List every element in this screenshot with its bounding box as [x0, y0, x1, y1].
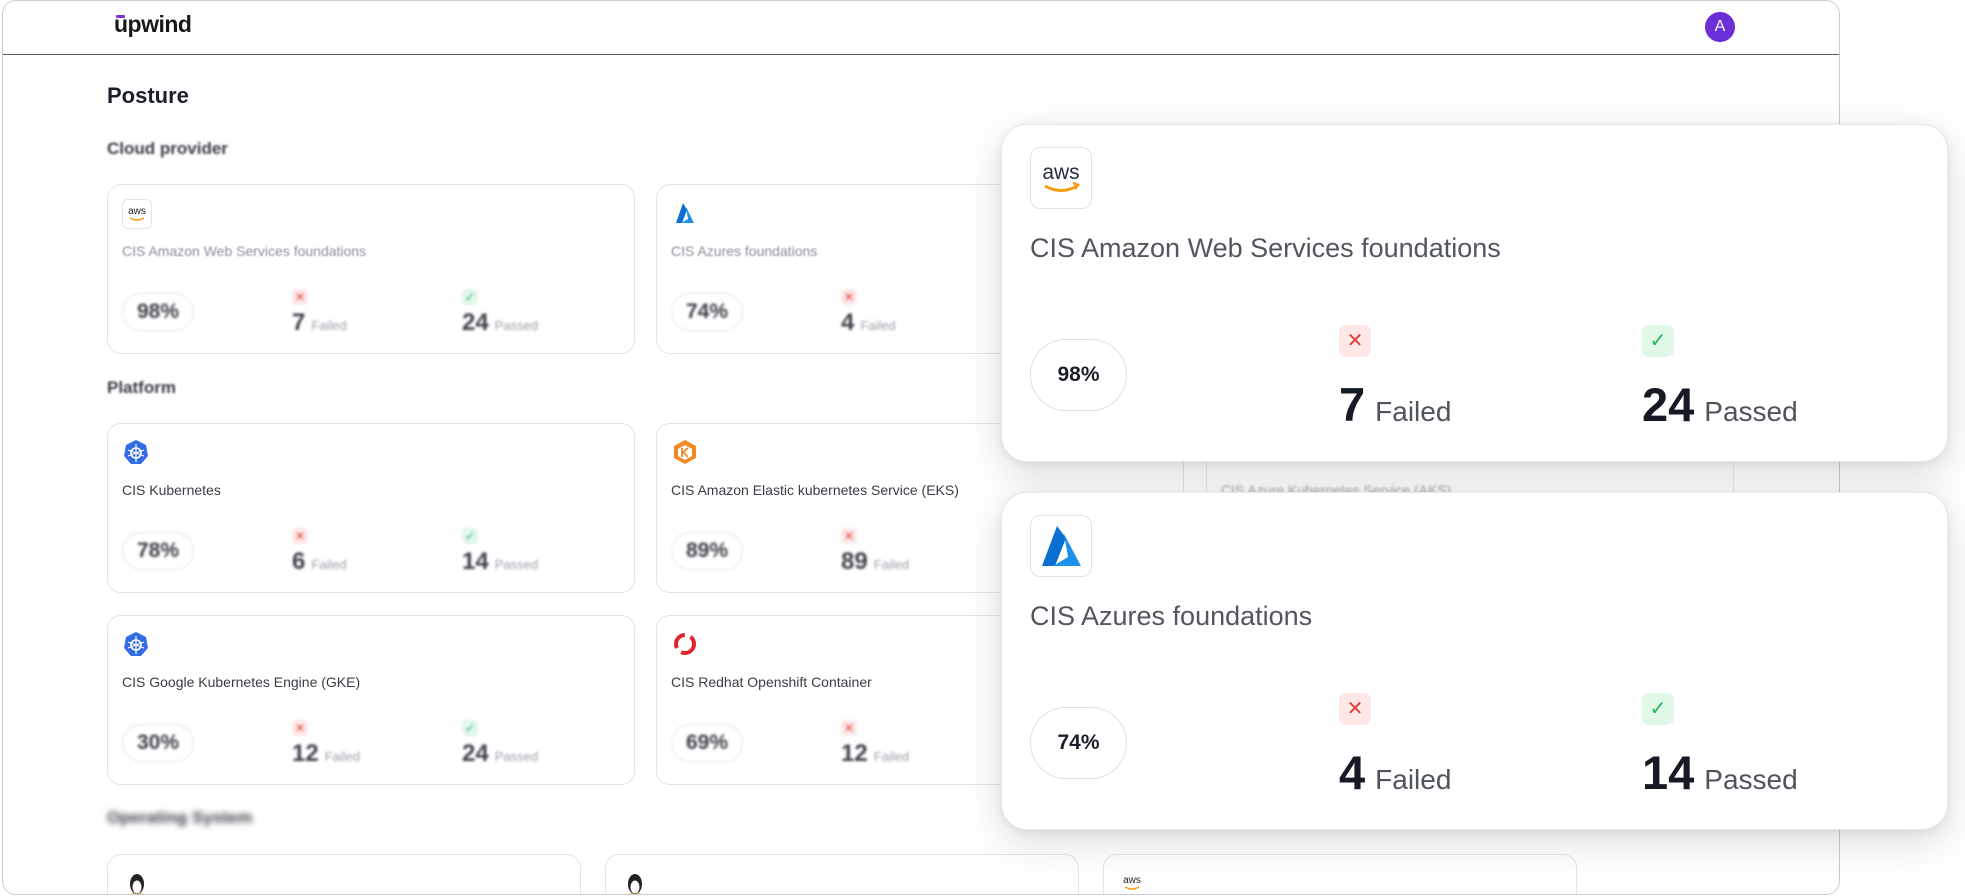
failed-label: Failed	[324, 749, 361, 764]
card-kubernetes[interactable]: CIS Kubernetes 78% ✕ 6 Failed ✓ 14 Passed	[107, 423, 635, 593]
card-name: CIS Azures foundations	[671, 243, 818, 259]
score-badge: 30%	[122, 724, 194, 762]
failed-stat: ✕ 7 Failed	[292, 289, 347, 337]
failed-count: 12	[292, 740, 319, 767]
section-title-cloud-provider: Cloud provider	[107, 139, 228, 158]
openshift-icon	[671, 630, 699, 658]
failed-stat: ✕ 12 Failed	[292, 720, 360, 768]
score-badge: 78%	[122, 532, 194, 570]
passed-count: 24	[1642, 378, 1695, 431]
section-title-operating-system: Operating System	[107, 808, 253, 827]
pass-icon: ✓	[1642, 693, 1674, 725]
fail-icon: ✕	[1339, 325, 1371, 357]
card-name: CIS Google Kubernetes Engine (GKE)	[122, 674, 361, 690]
card-name: CIS Redhat Openshift Container	[671, 674, 872, 690]
aws-logo-icon: aws	[1118, 869, 1146, 894]
passed-stat: ✓ 24 Passed	[462, 720, 538, 768]
card-name: CIS Azures foundations	[1030, 601, 1313, 631]
fail-icon: ✕	[292, 289, 308, 305]
failed-stat: ✕ 4 Failed	[1339, 693, 1451, 800]
failed-label: Failed	[311, 318, 347, 333]
card-gke[interactable]: CIS Google Kubernetes Engine (GKE) 30% ✕…	[107, 615, 635, 785]
linux-icon	[126, 871, 148, 894]
svg-text:aws: aws	[1123, 875, 1141, 886]
fail-icon: ✕	[841, 528, 857, 544]
card-os-linux-2[interactable]	[605, 854, 1079, 894]
score-badge: 98%	[122, 293, 194, 331]
failed-count: 7	[292, 309, 306, 336]
failed-stat: ✕ 6 Failed	[292, 528, 347, 576]
linux-icon	[624, 871, 646, 894]
pass-icon: ✓	[462, 720, 478, 736]
score-badge: 69%	[671, 724, 743, 762]
failed-count: 4	[1339, 746, 1366, 799]
failed-count: 12	[841, 740, 868, 767]
score-badge: 74%	[1030, 707, 1127, 779]
failed-label: Failed	[1375, 764, 1452, 795]
score-badge: 98%	[1030, 339, 1127, 411]
passed-label: Passed	[494, 749, 539, 764]
pass-icon: ✓	[1642, 325, 1674, 357]
azure-logo-icon	[671, 199, 699, 227]
card-os-linux-1[interactable]	[107, 854, 581, 894]
logo-accent	[116, 15, 125, 18]
card-name: CIS Amazon Web Services foundations	[122, 243, 367, 259]
kubernetes-icon	[122, 438, 150, 466]
failed-stat: ✕ 7 Failed	[1339, 325, 1451, 432]
failed-count: 6	[292, 548, 306, 575]
fail-icon: ✕	[292, 720, 308, 736]
passed-count: 24	[462, 309, 489, 336]
failed-label: Failed	[1375, 396, 1452, 427]
card-name: CIS Amazon Elastic kubernetes Service (E…	[671, 482, 959, 498]
passed-label: Passed	[1704, 396, 1798, 427]
failed-label: Failed	[873, 557, 910, 572]
kubernetes-icon	[122, 630, 150, 658]
aws-logo-icon: aws	[122, 199, 152, 229]
fail-icon: ✕	[841, 289, 857, 305]
avatar[interactable]: A	[1705, 12, 1735, 42]
upwind-logo[interactable]: upwind	[114, 11, 192, 37]
passed-stat: ✓ 14 Passed	[1642, 693, 1798, 800]
top-bar: upwind A	[3, 1, 1839, 55]
passed-label: Passed	[494, 557, 539, 572]
card-name: CIS Amazon Web Services foundations	[1030, 233, 1501, 263]
fail-icon: ✕	[292, 528, 308, 544]
score-badge: 89%	[671, 532, 743, 570]
passed-stat: ✓ 14 Passed	[462, 528, 538, 576]
failed-stat: ✕ 89 Failed	[841, 528, 909, 576]
pass-icon: ✓	[462, 528, 478, 544]
fail-icon: ✕	[841, 720, 857, 736]
overlay-card-azure[interactable]: CIS Azures foundations 74% ✕ 4 Failed ✓ 1…	[1001, 492, 1948, 830]
failed-count: 89	[841, 548, 868, 575]
failed-label: Failed	[311, 557, 347, 572]
failed-count: 7	[1339, 378, 1366, 431]
failed-stat: ✕ 4 Failed	[841, 289, 896, 337]
passed-count: 14	[1642, 746, 1695, 799]
passed-stat: ✓ 24 Passed	[462, 289, 538, 337]
overlay-card-aws[interactable]: aws CIS Amazon Web Services foundations …	[1001, 124, 1948, 462]
score-badge: 74%	[671, 293, 743, 331]
pass-icon: ✓	[462, 289, 478, 305]
card-aws[interactable]: aws CIS Amazon Web Services foundations …	[107, 184, 635, 354]
failed-stat: ✕ 12 Failed	[841, 720, 909, 768]
failed-count: 4	[841, 309, 855, 336]
passed-label: Passed	[494, 318, 539, 333]
section-title-platform: Platform	[107, 378, 176, 397]
passed-stat: ✓ 24 Passed	[1642, 325, 1798, 432]
card-os-aws[interactable]: aws	[1103, 854, 1577, 894]
svg-text:aws: aws	[128, 206, 146, 217]
failed-label: Failed	[860, 318, 896, 333]
passed-count: 14	[462, 548, 489, 575]
passed-count: 24	[462, 740, 489, 767]
page-title: Posture	[107, 83, 189, 108]
svg-text:aws: aws	[1042, 161, 1079, 184]
eks-icon	[671, 438, 699, 466]
aws-logo-icon: aws	[1030, 147, 1092, 209]
azure-logo-icon	[1030, 515, 1092, 577]
failed-label: Failed	[873, 749, 910, 764]
passed-label: Passed	[1704, 764, 1798, 795]
fail-icon: ✕	[1339, 693, 1371, 725]
card-name: CIS Kubernetes	[122, 482, 221, 498]
